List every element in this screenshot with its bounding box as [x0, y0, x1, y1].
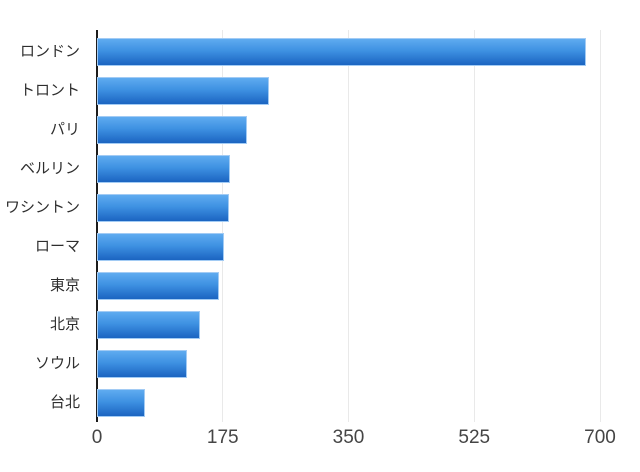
bar-5	[97, 232, 225, 261]
bar-9	[97, 388, 146, 417]
plot-area	[96, 30, 615, 422]
y-axis-line	[96, 30, 98, 422]
gridline-x-350	[348, 30, 349, 422]
category-label-6: 東京	[49, 276, 80, 294]
category-label-8: ソウル	[34, 354, 80, 372]
bar-0	[97, 38, 586, 67]
bar-8	[97, 349, 187, 378]
category-label-3: ベルリン	[19, 160, 80, 178]
bar-4	[97, 194, 230, 223]
category-label-0: ロンドン	[19, 43, 80, 61]
gridline-x-525	[473, 30, 475, 422]
category-label-4: ワシントン	[4, 199, 80, 217]
category-label-9: 台北	[49, 393, 80, 411]
x-tick-label-525: 525	[458, 427, 491, 448]
category-label-5: ローマ	[34, 237, 80, 255]
x-tick-label-700: 700	[584, 427, 616, 448]
bar-3	[97, 155, 230, 184]
bar-2	[97, 116, 248, 145]
gridline-x-700	[599, 30, 601, 422]
category-label-1: トロント	[19, 82, 80, 100]
category-label-2: パリ	[49, 121, 80, 139]
gridline-x-175	[222, 30, 224, 422]
bar-1	[97, 77, 270, 106]
x-tick-label-350: 350	[332, 427, 365, 448]
x-tick-label-175: 175	[206, 427, 239, 448]
bar-6	[97, 271, 220, 300]
bar-7	[97, 310, 200, 339]
x-tick-label-0: 0	[91, 427, 103, 448]
category-label-7: 北京	[49, 315, 80, 333]
